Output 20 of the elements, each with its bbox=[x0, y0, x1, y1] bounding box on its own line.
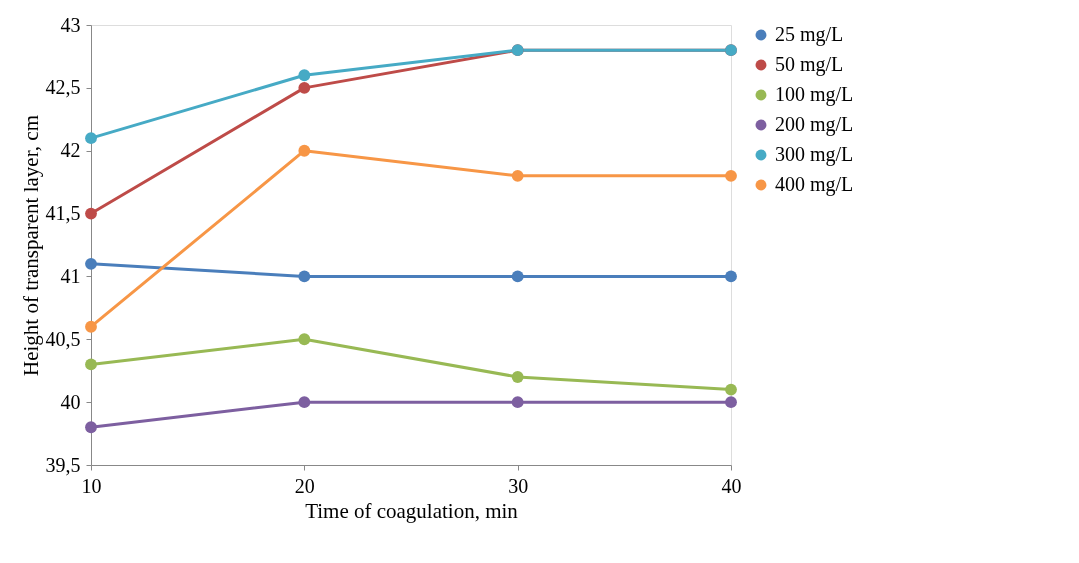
legend-label: 400 mg/L bbox=[775, 173, 854, 196]
legend-label: 100 mg/L bbox=[775, 83, 854, 106]
legend-label: 25 mg/L bbox=[775, 23, 844, 46]
legend-label: 300 mg/L bbox=[775, 143, 854, 166]
y-tick-label: 41,5 bbox=[45, 202, 81, 225]
x-tick-label: 20 bbox=[294, 474, 315, 497]
y-axis-title: Height of transparent layer, cm bbox=[18, 115, 43, 376]
y-tick-label: 40,5 bbox=[45, 327, 81, 350]
x-tick-label: 40 bbox=[721, 474, 742, 497]
y-tick-label: 39,5 bbox=[45, 453, 81, 476]
y-tick-label: 40 bbox=[60, 390, 81, 413]
x-tick-label: 30 bbox=[508, 474, 529, 497]
x-axis-title: Time of coagulation, min bbox=[305, 498, 519, 523]
y-tick-label: 43 bbox=[60, 13, 81, 36]
legend-label: 200 mg/L bbox=[775, 113, 854, 136]
y-tick-label: 42 bbox=[60, 139, 81, 162]
legend-label: 50 mg/L bbox=[775, 53, 844, 76]
x-tick-label: 10 bbox=[81, 474, 102, 497]
y-tick-label: 42,5 bbox=[45, 76, 81, 99]
y-tick-label: 41 bbox=[60, 264, 81, 287]
